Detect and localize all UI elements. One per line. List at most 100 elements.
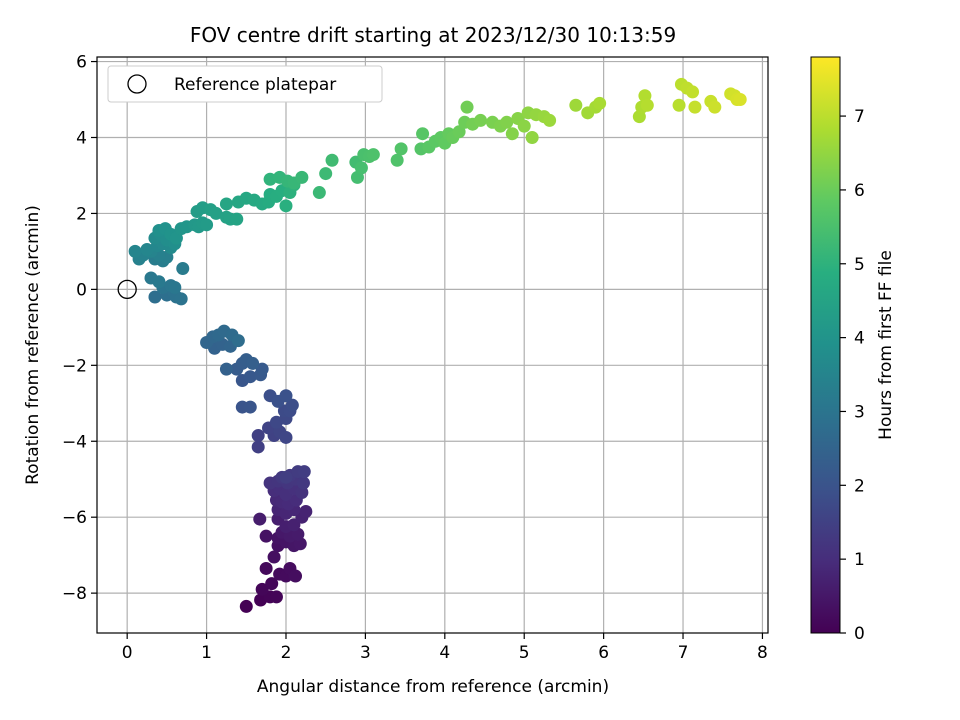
data-point bbox=[255, 582, 269, 596]
data-point bbox=[640, 98, 654, 112]
data-point bbox=[312, 186, 326, 200]
x-tick-label: 8 bbox=[757, 643, 768, 663]
data-point bbox=[148, 290, 162, 304]
data-point bbox=[688, 100, 702, 114]
plot-frame bbox=[96, 56, 769, 634]
data-point bbox=[452, 125, 466, 139]
data-point bbox=[168, 280, 182, 294]
colorbar-tick-label: 1 bbox=[854, 550, 865, 570]
legend: Reference platepar bbox=[107, 65, 383, 103]
x-tick-label: 1 bbox=[201, 643, 212, 663]
colorbar-label: Hours from first FF file bbox=[876, 250, 896, 440]
data-point bbox=[285, 398, 299, 412]
data-point bbox=[672, 98, 686, 112]
colorbar-tick-label: 4 bbox=[854, 329, 865, 349]
grid-lines bbox=[97, 57, 768, 633]
data-point bbox=[354, 161, 368, 175]
legend-box bbox=[107, 65, 383, 103]
x-tick-label: 2 bbox=[281, 643, 292, 663]
data-point bbox=[231, 334, 245, 348]
data-point bbox=[416, 127, 430, 141]
legend-label-reference: Reference platepar bbox=[174, 75, 336, 95]
x-tick-label: 6 bbox=[598, 643, 609, 663]
data-point bbox=[394, 142, 408, 156]
data-point bbox=[296, 476, 310, 490]
scatter-points bbox=[128, 77, 747, 613]
x-tick-label: 4 bbox=[439, 643, 450, 663]
data-point bbox=[279, 430, 293, 444]
data-point bbox=[279, 389, 293, 403]
data-point bbox=[297, 465, 311, 479]
data-point bbox=[505, 127, 519, 141]
colorbar-ticks: 0 1 2 3 4 5 6 7 bbox=[840, 107, 865, 644]
data-point bbox=[460, 100, 474, 114]
y-tick-label: 2 bbox=[76, 204, 87, 224]
x-axis: 0 1 2 3 4 5 6 7 8 bbox=[122, 633, 768, 663]
colorbar-tick-label: 5 bbox=[854, 255, 865, 275]
y-tick-label: −2 bbox=[62, 356, 87, 376]
y-tick-label: −6 bbox=[62, 508, 87, 528]
data-point bbox=[319, 167, 333, 181]
reference-platepar-marker bbox=[117, 279, 137, 300]
data-point bbox=[279, 199, 293, 213]
data-point bbox=[251, 440, 265, 454]
data-point bbox=[299, 504, 313, 518]
colorbar-gradient bbox=[810, 56, 841, 634]
data-point bbox=[128, 244, 142, 258]
colorbar-tick-label: 7 bbox=[854, 107, 865, 127]
data-point bbox=[152, 275, 166, 289]
data-point bbox=[239, 599, 253, 613]
y-tick-label: 0 bbox=[76, 280, 87, 300]
data-point bbox=[289, 569, 303, 583]
data-point bbox=[295, 170, 309, 184]
data-point bbox=[219, 362, 233, 376]
data-point bbox=[474, 113, 488, 127]
data-point bbox=[269, 590, 283, 604]
data-point bbox=[259, 529, 273, 543]
data-point bbox=[200, 218, 214, 232]
y-tick-label: −8 bbox=[62, 584, 87, 604]
colorbar-tick-label: 3 bbox=[854, 402, 865, 422]
data-point bbox=[230, 212, 244, 226]
colorbar-tick-label: 0 bbox=[854, 624, 865, 644]
data-point bbox=[267, 550, 281, 564]
data-point bbox=[325, 153, 339, 167]
data-point bbox=[251, 429, 265, 443]
data-point bbox=[500, 115, 514, 129]
x-tick-label: 7 bbox=[678, 643, 689, 663]
data-point bbox=[243, 400, 257, 414]
x-tick-label: 5 bbox=[519, 643, 530, 663]
data-point bbox=[279, 470, 293, 484]
y-axis-label: Rotation from reference (arcmin) bbox=[23, 205, 43, 485]
data-point bbox=[176, 261, 190, 275]
data-point bbox=[366, 148, 380, 162]
data-point bbox=[517, 119, 531, 133]
y-tick-label: 4 bbox=[76, 128, 87, 148]
data-point bbox=[255, 362, 269, 376]
data-point bbox=[525, 130, 539, 144]
x-tick-label: 3 bbox=[360, 643, 371, 663]
y-tick-label: −4 bbox=[62, 432, 87, 452]
x-axis-label: Angular distance from reference (arcmin) bbox=[257, 677, 609, 697]
data-point bbox=[733, 93, 747, 107]
y-axis: −8 −6 −4 −2 0 2 4 6 bbox=[62, 53, 97, 604]
data-point bbox=[140, 243, 154, 257]
x-tick-label: 0 bbox=[122, 643, 133, 663]
data-point bbox=[390, 153, 404, 167]
data-point bbox=[265, 577, 279, 591]
data-point bbox=[686, 85, 700, 99]
data-point bbox=[243, 370, 257, 384]
legend-marker-reference bbox=[127, 74, 147, 94]
data-point bbox=[209, 206, 223, 220]
colorbar: 0 1 2 3 4 5 6 7 Hours from first FF file bbox=[810, 56, 896, 644]
data-point bbox=[569, 98, 583, 112]
data-point bbox=[174, 292, 188, 306]
data-point bbox=[219, 197, 233, 211]
data-point bbox=[543, 113, 557, 127]
data-point bbox=[259, 561, 273, 575]
y-tick-label: 6 bbox=[76, 53, 87, 73]
data-point bbox=[708, 100, 722, 114]
data-point bbox=[253, 512, 267, 526]
colorbar-tick-label: 6 bbox=[854, 181, 865, 201]
